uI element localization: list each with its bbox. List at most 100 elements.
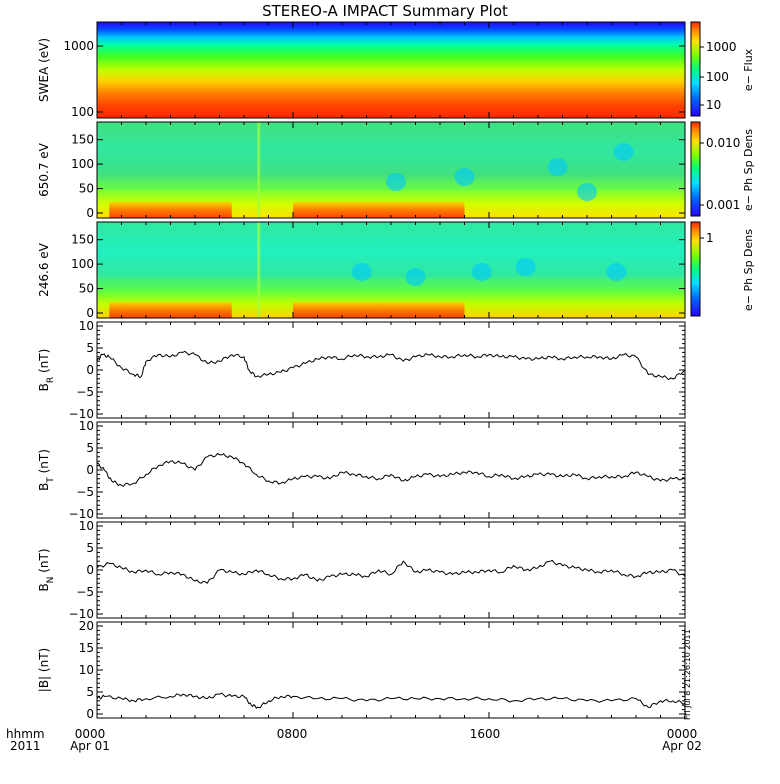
y-tick-label: 0 (86, 363, 94, 377)
colorbar-frame (690, 221, 701, 317)
colorbar-1: 0.010 0.001 e− Ph Sp Dens (690, 121, 755, 217)
line-panel-3: 10 5 0 −5 −10 BR (nT) (37, 319, 686, 421)
y-axis-label: 246.6 eV (37, 242, 51, 297)
y-tick-label: 1000 (63, 39, 94, 53)
y-tick-label: 5 (86, 541, 94, 555)
y-tick-label: 15 (79, 641, 94, 655)
colorbar-tick-label: 1 (706, 231, 714, 245)
field-trace (96, 692, 686, 709)
colorbar-label: e− Ph Sp Dens (742, 129, 755, 211)
field-trace (96, 350, 686, 381)
field-trace (96, 559, 686, 584)
y-tick-label: 0 (86, 306, 94, 320)
y-tick-label: −5 (76, 385, 94, 399)
y-axis-label: BR (nT) (37, 349, 56, 392)
heatmap-panel-0: 1000 100 SWEA (eV) (37, 21, 686, 119)
y-axis-label: 650.7 eV (37, 142, 51, 197)
timestamp-stamp: Fri Jul 8 21:26:10 2011 (683, 629, 692, 720)
colorbar-tick-label: 1000 (706, 40, 737, 54)
flux-dropout (515, 258, 536, 276)
y-tick-label: 100 (71, 105, 94, 119)
colorbar-frame (690, 21, 701, 117)
colorbar-gradient (691, 122, 700, 216)
y-tick-label: −10 (69, 407, 94, 421)
x-date-0: Apr 01 (70, 739, 110, 753)
panel-frame (96, 321, 686, 419)
y-tick-label: 150 (71, 233, 94, 247)
y-tick-label: −10 (69, 507, 94, 521)
panel-frame (96, 521, 686, 619)
line-panel-4: 10 5 0 −5 −10 BT (nT) (37, 419, 686, 521)
flux-dropout (351, 263, 372, 281)
y-axis-subscript: R (46, 377, 56, 383)
y-tick-label: 50 (79, 282, 94, 296)
heatmap-panel-1: 150 100 50 0 650.7 eV (37, 121, 686, 220)
flux-band (109, 202, 232, 218)
y-tick-label: −5 (76, 585, 94, 599)
y-tick-label: 0 (86, 707, 94, 721)
flux-dropout (577, 183, 597, 201)
x-tick-0: 0000 (75, 727, 106, 741)
flux-dropout (454, 168, 475, 186)
y-axis-subscript: T (46, 477, 56, 484)
y-axis-label: |B| (nT) (37, 648, 51, 692)
colorbar-gradient (691, 222, 700, 316)
y-tick-label: 50 (79, 182, 94, 196)
x-tick-3: 0000 (667, 727, 698, 741)
flux-band (293, 302, 465, 318)
y-tick-label: 10 (79, 663, 94, 677)
flux-dropout (405, 268, 426, 286)
y-tick-label: 0 (86, 463, 94, 477)
colorbar-label: e− Ph Sp Dens (742, 229, 755, 311)
y-tick-label: 20 (79, 619, 94, 633)
y-axis-label: BN (nT) (37, 548, 56, 591)
y-tick-label: −10 (69, 607, 94, 621)
hhmm-label: hhmm (6, 727, 45, 741)
y-tick-label: 5 (86, 685, 94, 699)
y-tick-label: −5 (76, 485, 94, 499)
plot-title: STEREO-A IMPACT Summary Plot (262, 2, 508, 20)
year-label: 2011 (10, 739, 41, 753)
colorbar-label: e− Flux (742, 48, 755, 91)
y-tick-label: 100 (71, 257, 94, 271)
y-tick-label: 5 (86, 441, 94, 455)
field-trace (96, 452, 686, 487)
colorbar-tick-label: 10 (706, 98, 721, 112)
colorbar-0: 1000 100 10 e− Flux (690, 21, 755, 117)
y-tick-label: 5 (86, 341, 94, 355)
colorbar-tick-label: 0.010 (706, 136, 740, 150)
x-date-1: Apr 02 (662, 739, 702, 753)
y-axis-label: BT (nT) (37, 449, 56, 491)
y-tick-label: 100 (71, 157, 94, 171)
y-tick-label: 0 (86, 563, 94, 577)
y-axis-label: SWEA (eV) (37, 38, 51, 102)
flux-dropout (613, 143, 634, 161)
flux-band (109, 302, 232, 318)
panel-frame (96, 421, 686, 519)
y-axis-unit: (nT) (37, 548, 51, 576)
heatmap-field (97, 22, 685, 118)
panel-frame (96, 621, 686, 719)
flux-band (293, 202, 465, 218)
y-axis-unit: (nT) (37, 449, 51, 477)
flux-dropout (606, 263, 627, 281)
x-tick-2: 1600 (470, 727, 501, 741)
y-axis-subscript: N (46, 577, 56, 584)
y-tick-label: 10 (79, 319, 94, 333)
colorbar-tick-label: 100 (706, 70, 729, 84)
colorbar-frame (690, 121, 701, 217)
flux-dropout (385, 173, 406, 191)
heatmap-panel-2: 150 100 50 0 246.6 eV (37, 221, 686, 320)
y-tick-label: 10 (79, 519, 94, 533)
y-axis-unit: (nT) (37, 349, 51, 377)
line-panel-6: 20 15 10 5 0 |B| (nT) (37, 619, 686, 721)
y-tick-label: 10 (79, 419, 94, 433)
line-panel-5: 10 5 0 −5 −10 BN (nT) (37, 519, 686, 621)
y-tick-label: 0 (86, 206, 94, 220)
x-tick-1: 0800 (277, 727, 308, 741)
colorbar-2: 1 e− Ph Sp Dens (690, 221, 755, 317)
colorbar-gradient (691, 22, 700, 116)
